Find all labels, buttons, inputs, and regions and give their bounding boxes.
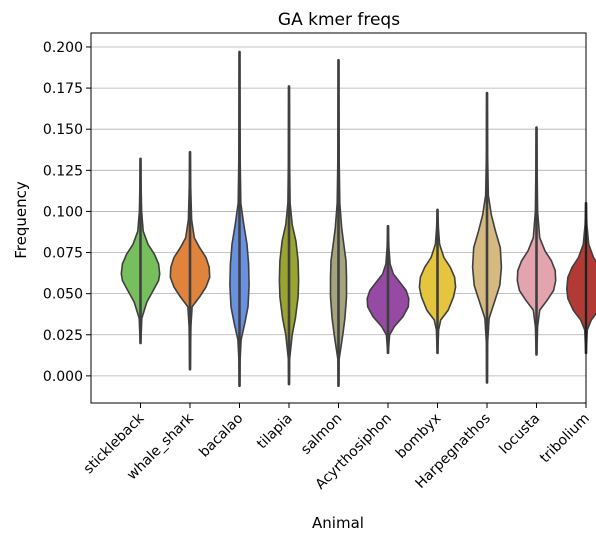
x-tick-label: salmon	[298, 411, 345, 458]
y-tick-label: 0.075	[43, 246, 83, 262]
y-tick-label: 0.150	[43, 122, 83, 138]
x-tick-label: bombyx	[393, 411, 444, 462]
y-tick-label: 0.200	[43, 40, 83, 56]
y-axis-ticks: 0.000 0.025 0.050 0.075 0.100 0.125 0.150 0.175…	[43, 40, 91, 385]
y-tick-label: 0.125	[43, 163, 83, 179]
x-tick-label: locusta	[496, 411, 543, 458]
x-tick-label: bacalao	[196, 411, 246, 461]
y-axis-label: Frequency	[12, 181, 30, 259]
y-tick-label: 0.025	[43, 328, 83, 344]
y-tick-label: 0.175	[43, 81, 83, 97]
y-tick-label: 0.100	[43, 204, 83, 220]
y-tick-label: 0.000	[43, 369, 83, 385]
violin-tribolium	[565, 202, 596, 354]
y-tick-label: 0.050	[43, 287, 83, 303]
chart-title: GA kmer freqs	[278, 10, 400, 30]
x-axis-label: Animal	[312, 514, 364, 532]
violins	[120, 50, 596, 388]
x-tick-label: tilapia	[254, 411, 296, 453]
x-tick-label: tribolium	[537, 411, 593, 467]
